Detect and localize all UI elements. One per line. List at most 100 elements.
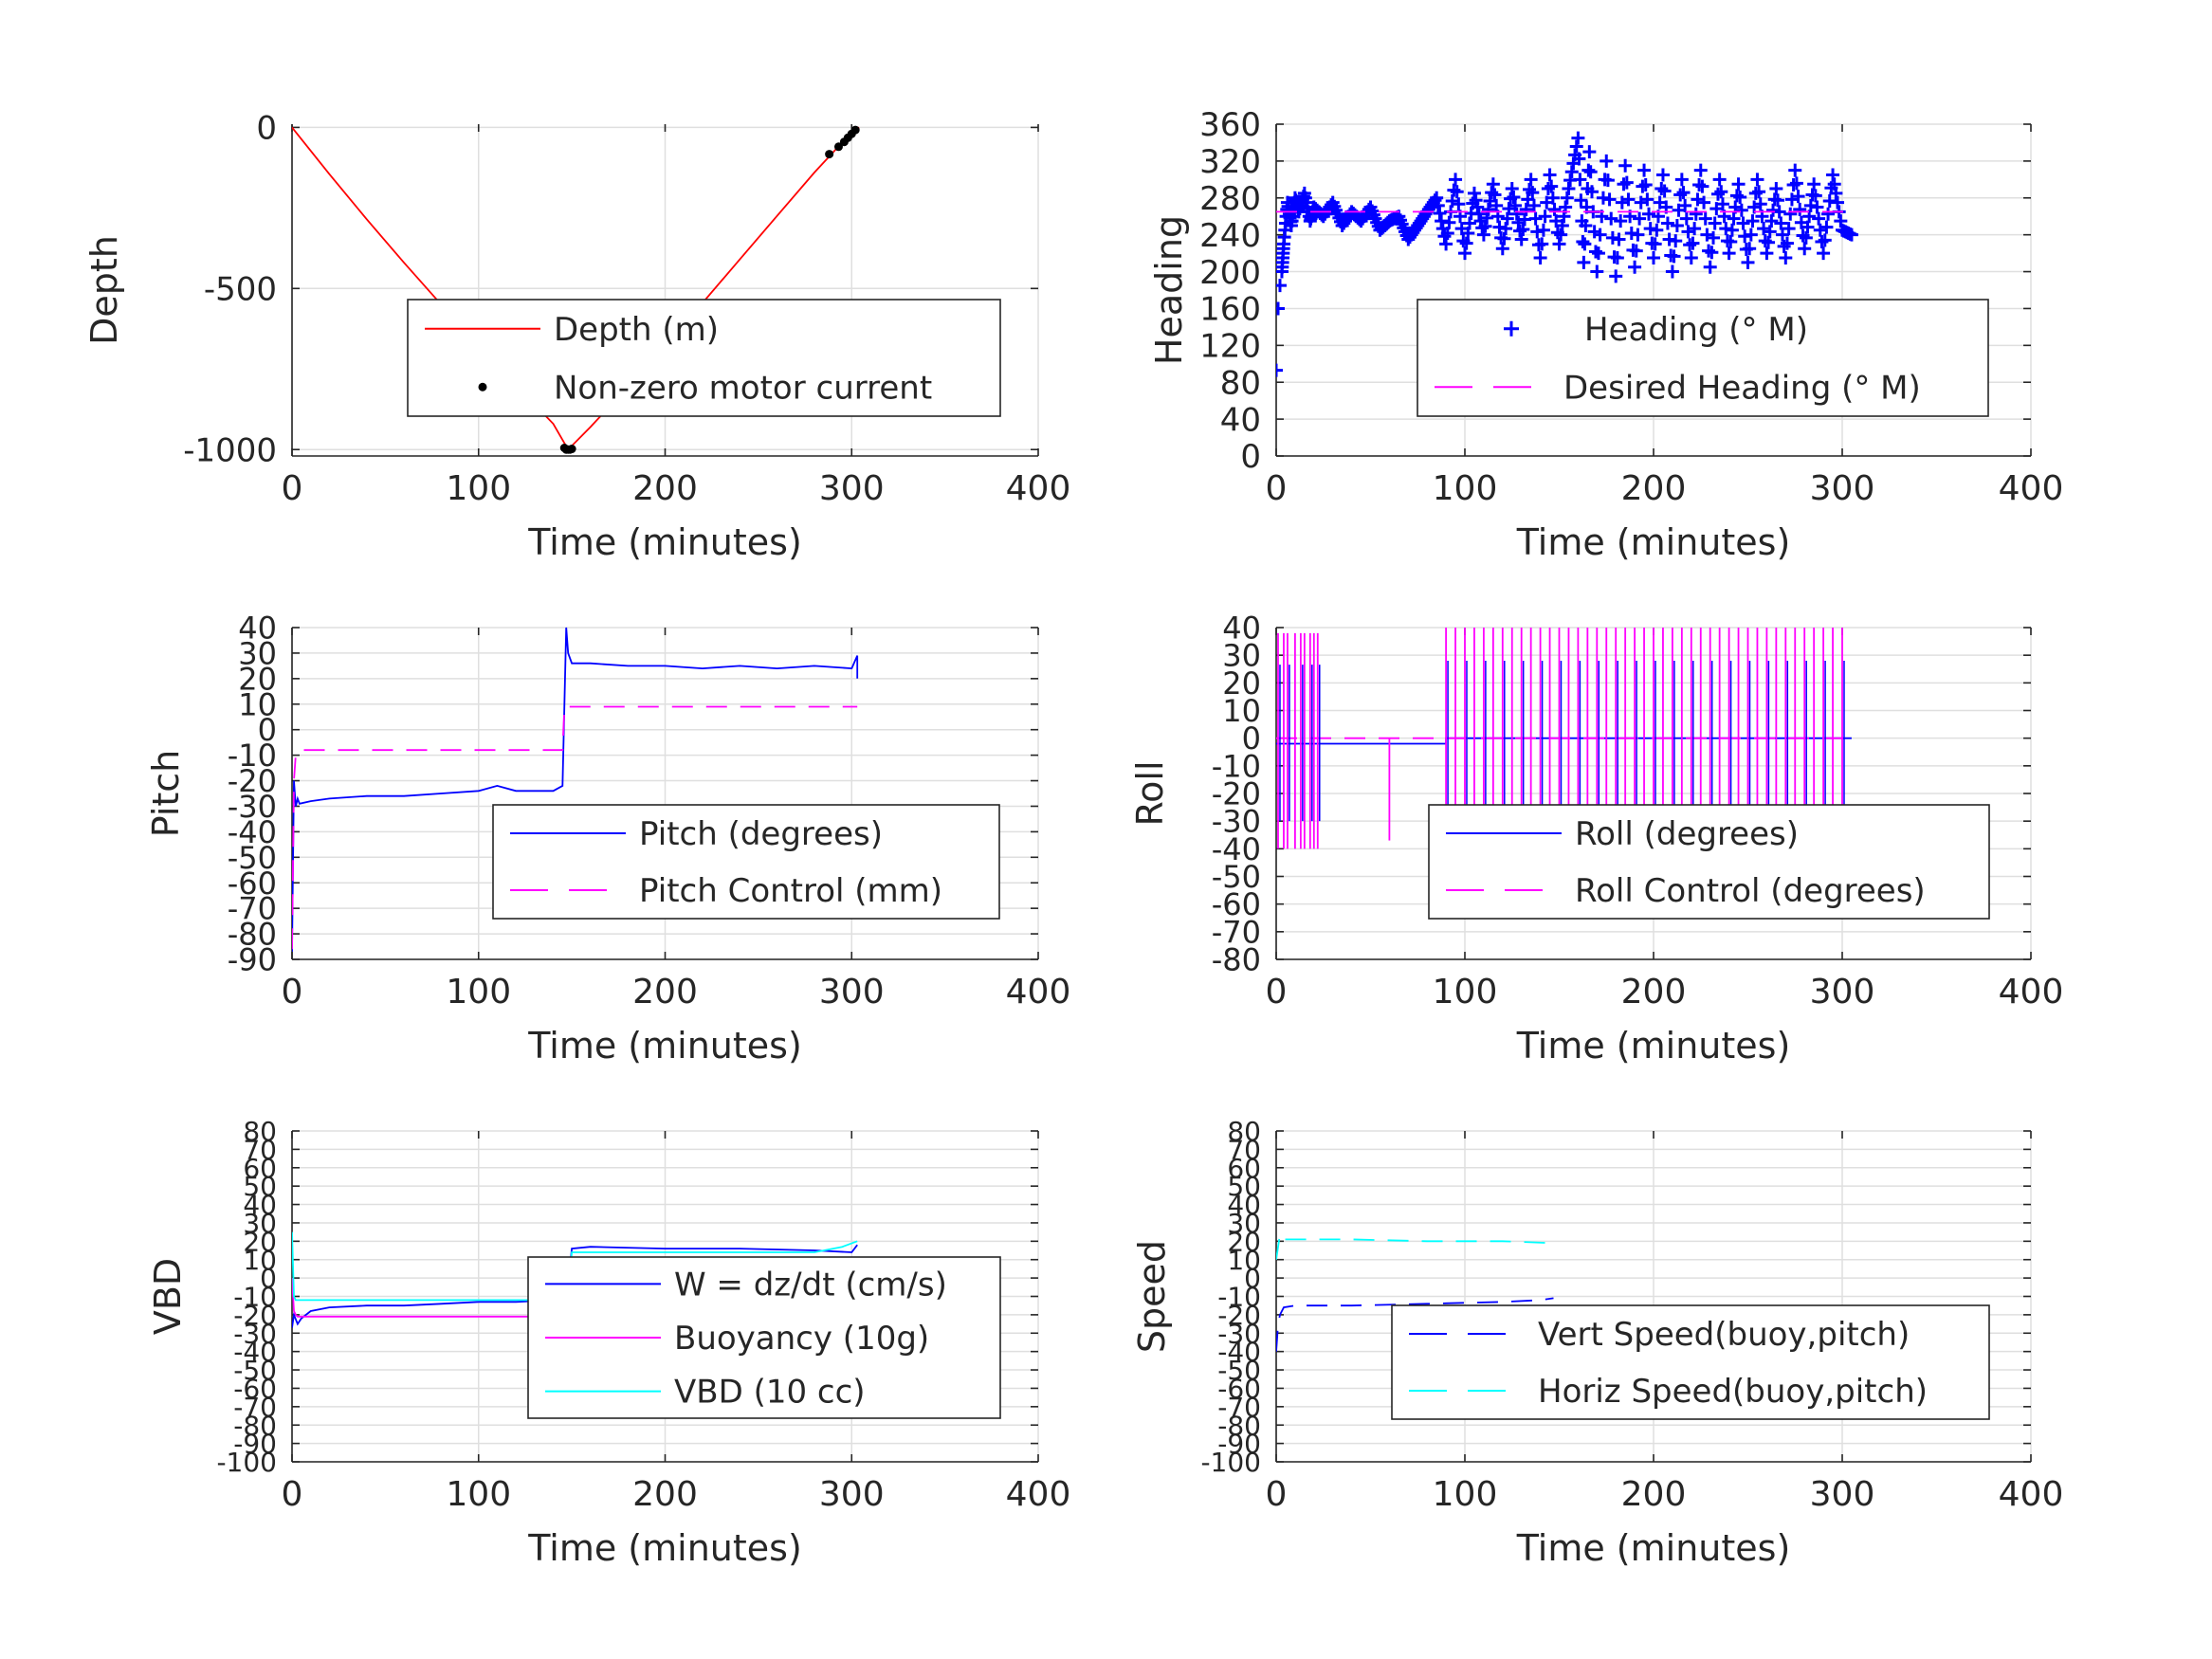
series-layer: [1276, 628, 1852, 849]
data-point: [1769, 182, 1783, 196]
data-point: [1821, 207, 1836, 221]
y-tick-label: 10: [243, 1245, 277, 1276]
x-tick-label: 200: [1621, 973, 1687, 1012]
y-tick-label: -1000: [183, 431, 277, 469]
y-tick-label: -70: [228, 891, 277, 927]
x-axis-label: Time (minutes): [527, 1527, 802, 1569]
data-point: [1771, 193, 1785, 208]
data-point: [1752, 185, 1766, 199]
chart-pitch: 0 100 200 300 400403020100-10-20-30-40-50-60…: [145, 611, 1070, 1066]
data-point: [1791, 190, 1805, 204]
y-tick-label: 80: [1227, 1116, 1261, 1147]
data-point: [1480, 210, 1494, 225]
y-tick-label: 60: [243, 1153, 277, 1184]
data-point: [1476, 228, 1490, 242]
y-tick-label: 40: [243, 1190, 277, 1221]
data-point: [1779, 250, 1793, 264]
x-tick-label: 0: [1266, 973, 1288, 1012]
data-point: [1440, 227, 1454, 241]
x-tick-label: 0: [282, 973, 303, 1012]
legend-entry: Roll Control (degrees): [1575, 872, 1926, 910]
x-tick-label: 200: [632, 469, 698, 508]
data-point: [1471, 200, 1485, 214]
y-tick-label: 0: [1242, 720, 1261, 757]
data-point: [1469, 193, 1483, 208]
data-point: [1555, 218, 1569, 232]
x-tick-label: 100: [1433, 469, 1498, 508]
y-tick-label: 40: [1222, 611, 1261, 647]
data-point: [1431, 198, 1445, 212]
data-point: [1526, 186, 1540, 200]
x-axis-label: Time (minutes): [527, 1025, 802, 1066]
data-point: [1593, 228, 1607, 242]
data-point: [1545, 179, 1559, 193]
data-point: [1573, 173, 1587, 187]
data-point: [1452, 197, 1466, 211]
legend-box: [1391, 1304, 1990, 1420]
series-vbd-1: [292, 1278, 858, 1318]
data-point: [1621, 192, 1636, 207]
data-point: [1783, 207, 1798, 221]
y-axis-label: Pitch: [145, 750, 187, 838]
y-tick-label: -30: [233, 1318, 277, 1349]
x-tick-label: 300: [819, 469, 885, 508]
data-point: [1600, 173, 1615, 188]
data-point: [1530, 225, 1545, 239]
data-point: [1486, 177, 1500, 191]
data-point: [1766, 203, 1781, 217]
series-pitch-0: [292, 627, 859, 952]
y-tick-label: -100: [216, 1447, 277, 1478]
data-point: [1433, 206, 1447, 220]
chart-depth: 0 100 200 300 400 0 -500 -1000 Time (minutes) Dep…: [83, 110, 1070, 563]
data-point: [1743, 242, 1757, 256]
legend: Heading (° M) Desired Heading (° M): [1417, 299, 1989, 417]
data-point: [1760, 246, 1774, 261]
data-point: [1662, 232, 1676, 246]
data-point: [1528, 211, 1543, 226]
data-point: [1458, 246, 1472, 261]
y-tick-label: 10: [1222, 693, 1261, 729]
y-tick-label: 70: [1227, 1134, 1261, 1165]
data-point: [1442, 215, 1456, 229]
data-point: [1576, 234, 1590, 248]
data-point: [1538, 210, 1552, 224]
y-tick-label: 10: [1227, 1245, 1261, 1276]
data-point: [1714, 185, 1728, 199]
y-tick-label: 0: [1240, 438, 1261, 476]
data-point: [1584, 185, 1599, 199]
legend: Roll (degrees) Roll Control (degrees): [1428, 804, 1990, 920]
data-point: [1574, 193, 1588, 208]
data-point: [1736, 216, 1750, 230]
data-point: [1554, 228, 1568, 242]
y-tick-label: -70: [1212, 914, 1261, 950]
data-point: [1569, 139, 1583, 154]
x-tick-label: 200: [632, 973, 698, 1012]
series-depth-0: [292, 126, 860, 451]
y-tick-label: -80: [228, 917, 277, 953]
y-tick-label: -50: [1217, 1355, 1261, 1386]
data-point: [1535, 237, 1549, 251]
legend-swatch: [478, 382, 487, 392]
y-tick-label: 240: [1199, 217, 1261, 255]
data-point: [1803, 198, 1818, 212]
data-point: [1667, 249, 1681, 264]
y-tick-label: 60: [1227, 1153, 1261, 1184]
legend-box: [1428, 804, 1990, 920]
y-tick-label: 30: [243, 1208, 277, 1239]
data-point: [1698, 211, 1712, 226]
y-tick-label: -90: [233, 1429, 277, 1460]
x-tick-label: 400: [1006, 973, 1071, 1012]
data-point: [1643, 222, 1657, 236]
data-point: [1631, 228, 1645, 242]
y-tick-label: 0: [258, 712, 277, 748]
data-point: [1708, 216, 1722, 230]
y-tick-label: -10: [233, 1282, 277, 1313]
data-point: [1678, 198, 1692, 212]
x-tick-label: 400: [1999, 1475, 2064, 1514]
data-point: [1533, 250, 1547, 264]
data-point: [1657, 184, 1672, 198]
data-point: [1689, 207, 1703, 221]
y-tick-label: -10: [1217, 1282, 1261, 1313]
data-point: [1545, 191, 1560, 205]
